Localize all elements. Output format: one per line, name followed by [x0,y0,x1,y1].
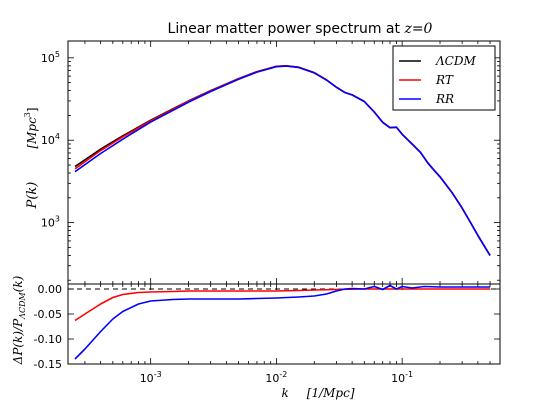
ratio-y-tick-label: -0.05 [34,308,62,321]
main-plot-area [74,65,491,256]
legend-label-rr: RR [435,92,454,106]
main-plot-lines [74,65,491,256]
x-tick-label: 10-3 [140,370,162,385]
ratio-y-tick-label: 0.00 [38,283,63,296]
main-y-axis-units-close: ] [25,107,39,112]
legend: ΛCDM RT RR [392,45,496,111]
ratio-y-axis-label: ΔP(k)/PΛCDM(k) [11,275,27,365]
ratio-plot-ticks: 10-3 10-2 10-1 0.00 -0.05 -0.10 -0.15 [34,283,500,385]
main-series-line-rr [74,65,491,256]
x-axis-label: k [1/Mpc] [281,386,354,400]
main-y-axis-label: P(k) [25,182,40,210]
main-y-tick-label: 105 [41,50,60,65]
ratio-plot-frame [67,283,501,365]
legend-label-rt: RT [435,73,454,87]
chart-title-math: z=0 [403,21,432,37]
chart-title-text: Linear matter power spectrum at [168,21,405,37]
main-y-axis-label-var: P(k) [25,182,40,210]
ratio-y-axis-label-main: ΔP(k)/P [11,318,25,365]
x-tick-label: 10-1 [391,370,413,385]
chart-title: Linear matter power spectrum at z=0 [168,21,433,37]
main-y-axis-units-exp: 3 [23,112,32,117]
main-y-tick-label: 104 [41,132,60,147]
legend-label-cdm: ΛCDM [435,54,476,68]
x-axis-label-units: [1/Mpc] [307,386,355,400]
main-y-tick-label: 103 [41,215,60,230]
ratio-y-tick-label: -0.15 [34,358,62,371]
x-axis-label-var: k [281,386,288,400]
x-tick-label: 10-2 [265,370,287,385]
main-y-axis-units: [Mpc3] [23,107,39,148]
ratio-series-line-rr [74,284,491,360]
ratio-y-tick-label: -0.10 [34,333,62,346]
ratio-y-axis-label-sub: ΛCDM [18,292,27,320]
ratio-y-axis-label-tail: (k) [11,275,25,292]
ratio-plot-lines [68,284,500,360]
main-plot-ticks: 103 104 105 [41,41,500,284]
main-y-axis-units-text: [Mpc [25,117,39,149]
